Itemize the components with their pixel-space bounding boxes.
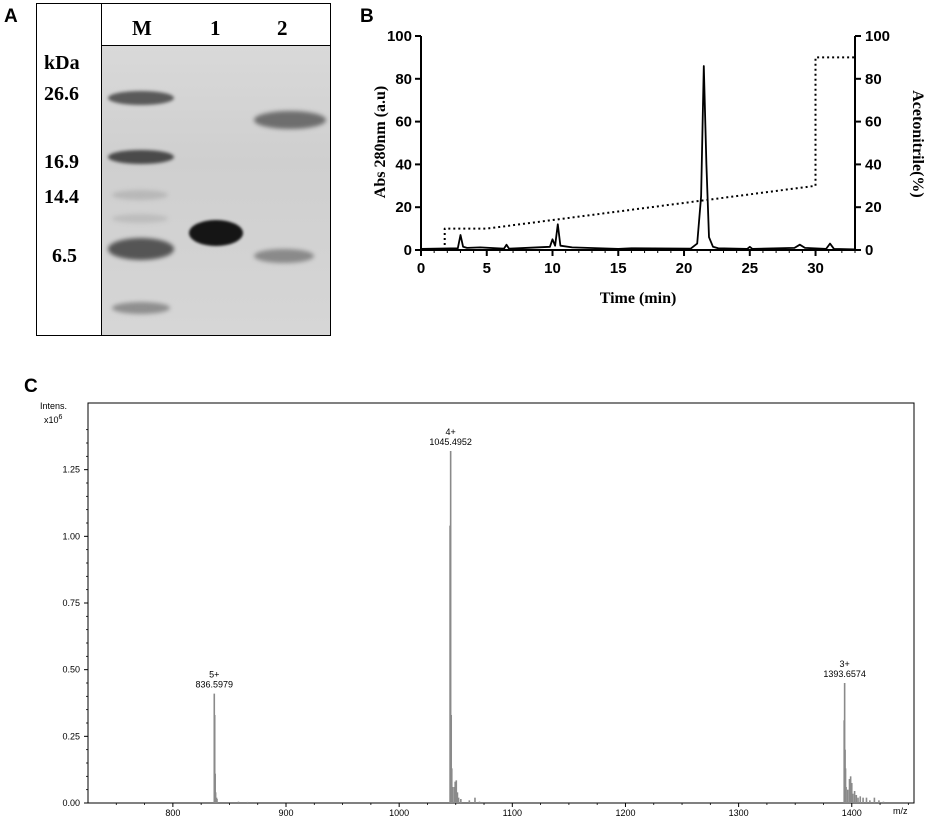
- ms-peak-charge-label: 5+: [209, 670, 219, 680]
- lane-label-marker: M: [132, 16, 152, 40]
- panel-a-letter: A: [4, 6, 18, 27]
- ms-x-tick-label: 1200: [615, 808, 635, 818]
- marker-band-14-4: [112, 190, 168, 200]
- marker-band-10: [112, 214, 168, 223]
- hplc-y-tick-label: 40: [395, 156, 412, 173]
- marker-label-14-4: 14.4: [44, 186, 79, 208]
- marker-band-16-9: [108, 150, 174, 164]
- gel-header-line: [101, 45, 331, 46]
- marker-band-3-5: [112, 302, 170, 314]
- hplc-y2-tick-label: 80: [865, 71, 882, 88]
- ms-x-tick-label: 800: [165, 808, 180, 818]
- ms-peak-mz-label: 1393.6574: [823, 669, 866, 679]
- ms-peak-mz-label: 1045.4952: [429, 437, 472, 447]
- ms-intens-label: Intens.: [40, 401, 68, 411]
- hplc-y2-axis-label: Acetonitrile(%): [909, 90, 926, 198]
- ms-scale-base: x10: [44, 415, 59, 425]
- lane-label-1: 1: [210, 16, 221, 40]
- ms-scale-label: x106: [40, 412, 67, 426]
- acetonitrile-gradient-line: [443, 56, 855, 250]
- ms-y-tick-label: 0.75: [62, 598, 80, 608]
- lane1-band: [189, 220, 243, 246]
- gel-lane-divider: [101, 3, 102, 336]
- hplc-x-axis-label: Time (min): [599, 290, 677, 307]
- lane-label-2: 2: [277, 16, 288, 40]
- hplc-y-tick-label: 0: [404, 242, 412, 259]
- hplc-y2-tick-label: 0: [865, 242, 873, 259]
- hplc-y2-tick-label: 60: [865, 114, 882, 131]
- marker-label-26-6: 26.6: [44, 83, 79, 105]
- hplc-x-tick-label: 20: [676, 260, 693, 277]
- lane2-upper-band: [254, 111, 326, 129]
- hplc-y-tick-label: 20: [395, 199, 412, 216]
- ms-x-tick-label: 1400: [842, 808, 862, 818]
- hplc-y-tick-label: 60: [395, 114, 412, 131]
- ms-x-unit-label: m/z: [893, 806, 908, 816]
- hplc-y2-tick-label: 40: [865, 156, 882, 173]
- hplc-y2-tick-label: 20: [865, 199, 882, 216]
- lane2-lower-band: [254, 249, 314, 263]
- marker-label-6-5: 6.5: [52, 245, 77, 267]
- kda-unit-label: kDa: [44, 52, 80, 74]
- ms-y-tick-label: 0.25: [62, 731, 80, 741]
- marker-band-26-6: [108, 91, 174, 105]
- ms-y-axis-label: Intens. x106: [40, 401, 67, 426]
- hplc-x-tick-label: 25: [741, 260, 758, 277]
- hplc-x-tick-label: 30: [807, 260, 824, 277]
- marker-band-6-5: [108, 238, 174, 260]
- ms-y-tick-label: 0.50: [62, 665, 80, 675]
- marker-label-16-9: 16.9: [44, 151, 79, 173]
- hplc-y2-tick-label: 100: [865, 28, 890, 45]
- ms-y-tick-label: 0.00: [62, 798, 80, 808]
- ms-peak-charge-label: 4+: [446, 427, 456, 437]
- hplc-x-tick-label: 0: [417, 260, 425, 277]
- hplc-y-tick-label: 80: [395, 71, 412, 88]
- ms-x-tick-label: 900: [278, 808, 293, 818]
- ms-scale-exp: 6: [58, 414, 63, 421]
- ms-y-tick-label: 1.25: [62, 465, 80, 475]
- panel-b-letter: B: [360, 6, 374, 27]
- hplc-y-tick-label: 100: [387, 28, 412, 45]
- ms-x-tick-label: 1000: [389, 808, 409, 818]
- ms-x-tick-label: 1100: [503, 808, 522, 818]
- ms-plot-frame: [87, 402, 915, 804]
- hplc-x-tick-label: 15: [610, 260, 627, 277]
- panel-c-letter: C: [24, 376, 38, 397]
- hplc-x-tick-label: 5: [483, 260, 491, 277]
- ms-y-tick-label: 1.00: [62, 531, 80, 541]
- absorbance-trace: [420, 65, 856, 251]
- hplc-y-axis-label: Abs 280nm (a.u): [372, 85, 389, 199]
- ms-x-tick-label: 1300: [729, 808, 749, 818]
- hplc-x-tick-label: 10: [544, 260, 561, 277]
- ms-peak-mz-label: 836.5979: [196, 680, 234, 690]
- ms-peak-charge-label: 3+: [840, 659, 850, 669]
